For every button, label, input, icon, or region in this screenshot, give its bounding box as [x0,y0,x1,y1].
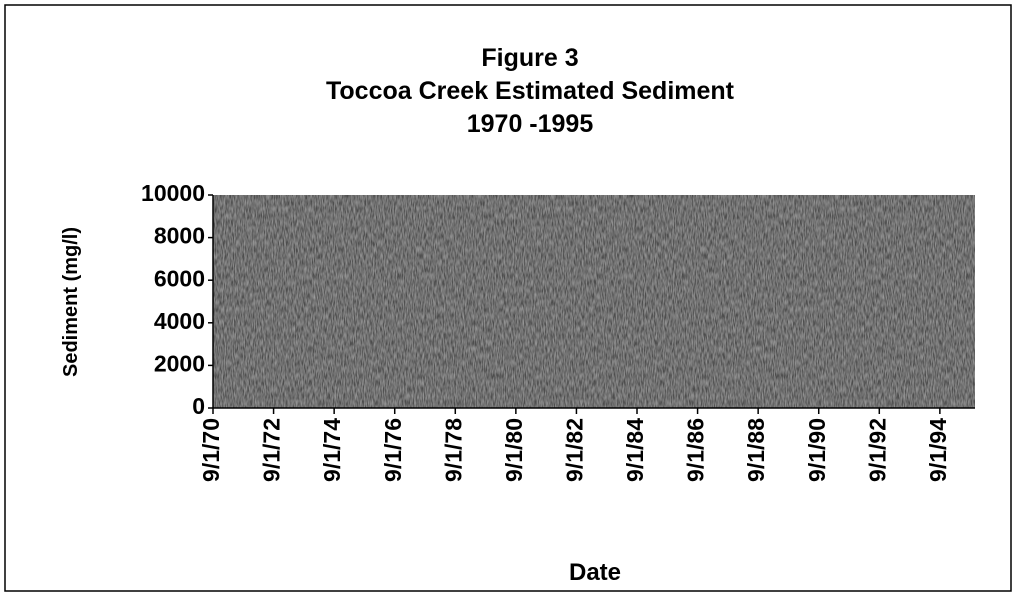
x-tick-label: 9/1/88 [743,418,769,482]
y-tick-label: 2000 [154,350,205,376]
x-tick-label: 9/1/80 [501,418,527,482]
x-tick-label: 9/1/86 [683,418,709,482]
y-axis-label: Sediment (mg/l) [60,227,82,377]
x-tick-label: 9/1/78 [440,418,466,482]
y-tick-label: 10000 [141,180,205,206]
y-tick-label: 0 [192,393,205,419]
chart-title: Figure 3 [481,44,578,72]
y-tick-label: 4000 [154,308,205,334]
x-tick-label: 9/1/76 [380,418,406,482]
x-axis-label: Date [569,559,621,586]
x-tick-label: 9/1/90 [804,418,830,482]
x-tick-label: 9/1/74 [319,418,345,482]
frame [4,4,1012,592]
x-tick-label: 9/1/94 [925,418,951,482]
y-tick-label: 6000 [154,265,205,291]
y-tick-label: 8000 [154,223,205,249]
plot-area [213,195,975,408]
x-tick-label: 9/1/72 [259,418,285,482]
x-tick-label: 9/1/70 [198,418,224,482]
chart-title: Toccoa Creek Estimated Sediment [326,77,735,105]
x-tick-label: 9/1/82 [562,418,588,482]
x-tick-label: 9/1/84 [622,418,648,482]
x-tick-label: 9/1/92 [864,418,890,482]
chart-title: 1970 -1995 [467,110,594,138]
